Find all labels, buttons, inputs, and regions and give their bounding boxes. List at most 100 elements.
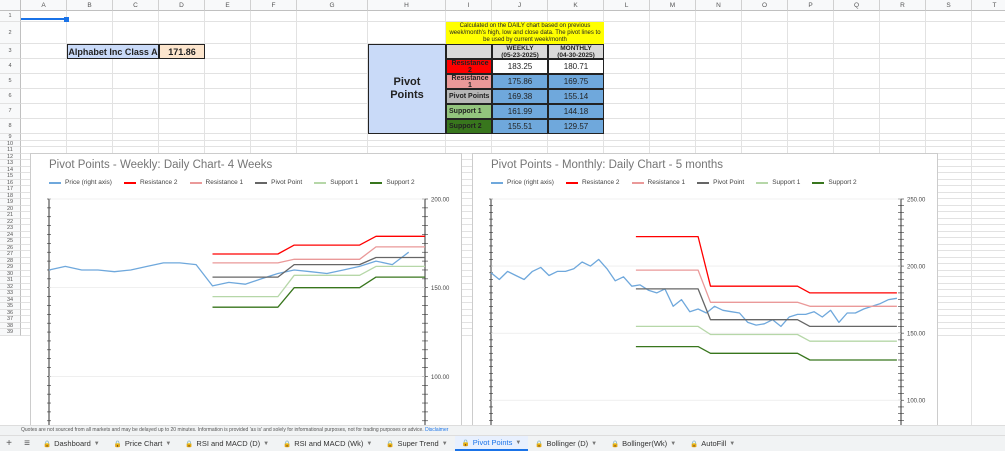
row-header-11[interactable]: 11 xyxy=(0,147,21,154)
pivot-label-resistance-1[interactable]: Resistance 1 xyxy=(446,74,492,89)
sheet-grid[interactable]: A B C D E F G H I J K L M N O P Q R S T 1 2 3 4 5 6 7 8 9 10 11 12 13 14 1… xyxy=(0,0,1005,425)
pivot-points-title[interactable]: Pivot Points xyxy=(368,44,446,134)
monthly-header[interactable]: MONTHLY (04-30-2025) xyxy=(548,44,604,59)
chevron-down-icon[interactable]: ▼ xyxy=(263,440,270,447)
row-header-16[interactable]: 16 xyxy=(0,179,21,186)
add-sheet-button[interactable]: + xyxy=(6,438,12,449)
chevron-down-icon[interactable]: ▼ xyxy=(729,440,736,447)
row-header-4[interactable]: 4 xyxy=(0,59,21,74)
column-header-E[interactable]: E xyxy=(205,0,251,11)
row-header-35[interactable]: 35 xyxy=(0,303,21,310)
all-sheets-menu-icon[interactable]: ≡ xyxy=(24,438,30,449)
pivot-chart-weekly[interactable]: Pivot Points - Weekly: Daily Chart- 4 We… xyxy=(30,153,462,425)
chevron-down-icon[interactable]: ▼ xyxy=(591,440,598,447)
column-header-L[interactable]: L xyxy=(604,0,650,11)
chevron-down-icon[interactable]: ▼ xyxy=(441,440,448,447)
row-header-34[interactable]: 34 xyxy=(0,296,21,303)
sheet-tab-rsi-and-macd-d[interactable]: 🔒 RSI and MACD (D) ▼ xyxy=(178,436,276,451)
sheet-tab-rsi-and-macd-wk[interactable]: 🔒 RSI and MACD (Wk) ▼ xyxy=(276,436,379,451)
row-header-15[interactable]: 15 xyxy=(0,173,21,180)
row-header-5[interactable]: 5 xyxy=(0,74,21,89)
pivot-header-blank[interactable] xyxy=(446,44,492,59)
row-header-29[interactable]: 29 xyxy=(0,264,21,271)
column-header-N[interactable]: N xyxy=(696,0,742,11)
row-header-10[interactable]: 10 xyxy=(0,140,21,147)
column-header-S[interactable]: S xyxy=(926,0,972,11)
chevron-down-icon[interactable]: ▼ xyxy=(93,440,100,447)
column-header-I[interactable]: I xyxy=(446,0,492,11)
row-header-32[interactable]: 32 xyxy=(0,283,21,290)
row-header-25[interactable]: 25 xyxy=(0,238,21,245)
column-header-M[interactable]: M xyxy=(650,0,696,11)
pivot-monthly-value[interactable]: 169.75 xyxy=(548,74,604,89)
row-header-13[interactable]: 13 xyxy=(0,160,21,167)
row-header-19[interactable]: 19 xyxy=(0,199,21,206)
sheet-tab-autofill[interactable]: 🔒 AutoFill ▼ xyxy=(683,436,742,451)
row-header-9[interactable]: 9 xyxy=(0,134,21,141)
column-header-T[interactable]: T xyxy=(972,0,1005,11)
row-header-2[interactable]: 2 xyxy=(0,22,21,44)
calculation-note[interactable]: Calculated on the DAILY chart based on p… xyxy=(446,22,604,44)
column-header-O[interactable]: O xyxy=(742,0,788,11)
row-header-22[interactable]: 22 xyxy=(0,218,21,225)
column-header-C[interactable]: C xyxy=(113,0,159,11)
pivot-monthly-value[interactable]: 129.57 xyxy=(548,119,604,134)
fill-handle[interactable] xyxy=(64,17,69,22)
row-header-37[interactable]: 37 xyxy=(0,316,21,323)
stock-price-cell[interactable]: 171.86 xyxy=(159,44,205,59)
sheet-tab-pivot-points[interactable]: 🔒 Pivot Points ▼ xyxy=(454,436,529,451)
row-header-18[interactable]: 18 xyxy=(0,192,21,199)
row-header-20[interactable]: 20 xyxy=(0,205,21,212)
column-header-A[interactable]: A xyxy=(21,0,67,11)
column-header-D[interactable]: D xyxy=(159,0,205,11)
row-header-31[interactable]: 31 xyxy=(0,277,21,284)
column-header-F[interactable]: F xyxy=(251,0,297,11)
sheet-tab-dashboard[interactable]: 🔒 Dashboard ▼ xyxy=(36,436,107,451)
chevron-down-icon[interactable]: ▼ xyxy=(515,439,522,446)
row-header-36[interactable]: 36 xyxy=(0,309,21,316)
row-header-14[interactable]: 14 xyxy=(0,166,21,173)
pivot-weekly-value[interactable]: 183.25 xyxy=(492,59,548,74)
row-header-24[interactable]: 24 xyxy=(0,231,21,238)
select-all-corner[interactable] xyxy=(0,0,21,11)
row-header-39[interactable]: 39 xyxy=(0,329,21,336)
pivot-weekly-value[interactable]: 175.86 xyxy=(492,74,548,89)
column-header-J[interactable]: J xyxy=(492,0,548,11)
pivot-monthly-value[interactable]: 180.71 xyxy=(548,59,604,74)
row-header-3[interactable]: 3 xyxy=(0,44,21,59)
row-header-33[interactable]: 33 xyxy=(0,290,21,297)
pivot-chart-monthly[interactable]: Pivot Points - Monthly: Daily Chart - 5 … xyxy=(472,153,938,425)
pivot-label-resistance-2[interactable]: Resistance 2 xyxy=(446,59,492,74)
sheet-tab-bollinger-wk[interactable]: 🔒 Bollinger(Wk) ▼ xyxy=(604,436,683,451)
column-header-Q[interactable]: Q xyxy=(834,0,880,11)
sheet-tab-price-chart[interactable]: 🔒 Price Chart ▼ xyxy=(107,436,179,451)
row-header-28[interactable]: 28 xyxy=(0,257,21,264)
row-header-1[interactable]: 1 xyxy=(0,11,21,22)
row-header-7[interactable]: 7 xyxy=(0,104,21,119)
column-header-H[interactable]: H xyxy=(368,0,446,11)
row-header-30[interactable]: 30 xyxy=(0,270,21,277)
stock-name-cell[interactable]: Alphabet Inc Class A xyxy=(67,44,159,59)
row-header-8[interactable]: 8 xyxy=(0,119,21,134)
column-header-B[interactable]: B xyxy=(67,0,113,11)
row-header-38[interactable]: 38 xyxy=(0,322,21,329)
row-header-6[interactable]: 6 xyxy=(0,89,21,104)
selected-cell-A1[interactable] xyxy=(21,11,67,20)
pivot-weekly-value[interactable]: 161.99 xyxy=(492,104,548,119)
sheet-tab-bollinger-d[interactable]: 🔒 Bollinger (D) ▼ xyxy=(528,436,604,451)
row-header-27[interactable]: 27 xyxy=(0,251,21,258)
chevron-down-icon[interactable]: ▼ xyxy=(165,440,172,447)
row-header-17[interactable]: 17 xyxy=(0,186,21,193)
row-header-23[interactable]: 23 xyxy=(0,225,21,232)
pivot-label-pivot-points[interactable]: Pivot Points xyxy=(446,89,492,104)
row-header-21[interactable]: 21 xyxy=(0,212,21,219)
pivot-weekly-value[interactable]: 155.51 xyxy=(492,119,548,134)
row-header-12[interactable]: 12 xyxy=(0,153,21,160)
column-header-K[interactable]: K xyxy=(548,0,604,11)
column-header-P[interactable]: P xyxy=(788,0,834,11)
row-header-26[interactable]: 26 xyxy=(0,244,21,251)
pivot-monthly-value[interactable]: 144.18 xyxy=(548,104,604,119)
sheet-tab-super-trend[interactable]: 🔒 Super Trend ▼ xyxy=(379,436,454,451)
column-header-R[interactable]: R xyxy=(880,0,926,11)
chevron-down-icon[interactable]: ▼ xyxy=(670,440,677,447)
